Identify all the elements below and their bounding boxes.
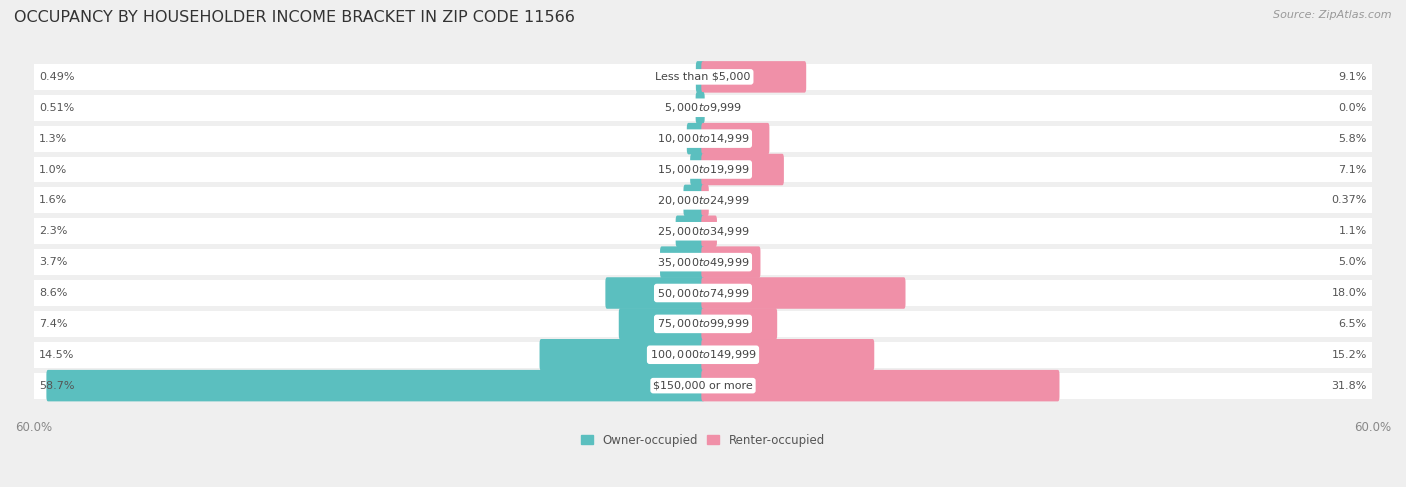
FancyBboxPatch shape [696, 61, 704, 93]
FancyBboxPatch shape [34, 218, 1372, 244]
Text: 8.6%: 8.6% [39, 288, 67, 298]
FancyBboxPatch shape [690, 154, 704, 185]
FancyBboxPatch shape [34, 187, 1372, 213]
FancyBboxPatch shape [683, 185, 704, 216]
Text: 14.5%: 14.5% [39, 350, 75, 360]
Text: 2.3%: 2.3% [39, 226, 67, 236]
Text: 1.6%: 1.6% [39, 195, 67, 206]
Text: $15,000 to $19,999: $15,000 to $19,999 [657, 163, 749, 176]
FancyBboxPatch shape [34, 342, 1372, 368]
Text: 0.49%: 0.49% [39, 72, 75, 82]
FancyBboxPatch shape [702, 216, 717, 247]
Text: 1.0%: 1.0% [39, 165, 67, 174]
Text: Source: ZipAtlas.com: Source: ZipAtlas.com [1274, 10, 1392, 20]
FancyBboxPatch shape [702, 185, 709, 216]
FancyBboxPatch shape [34, 126, 1372, 151]
Text: $10,000 to $14,999: $10,000 to $14,999 [657, 132, 749, 145]
Text: 15.2%: 15.2% [1331, 350, 1367, 360]
FancyBboxPatch shape [34, 280, 1372, 306]
FancyBboxPatch shape [46, 370, 704, 401]
FancyBboxPatch shape [702, 123, 769, 154]
FancyBboxPatch shape [34, 311, 1372, 337]
Text: 7.1%: 7.1% [1339, 165, 1367, 174]
Text: 0.0%: 0.0% [1339, 103, 1367, 113]
Text: 1.3%: 1.3% [39, 133, 67, 144]
Text: 6.5%: 6.5% [1339, 319, 1367, 329]
Text: $5,000 to $9,999: $5,000 to $9,999 [664, 101, 742, 114]
Text: 7.4%: 7.4% [39, 319, 67, 329]
FancyBboxPatch shape [676, 216, 704, 247]
Text: $35,000 to $49,999: $35,000 to $49,999 [657, 256, 749, 269]
FancyBboxPatch shape [702, 246, 761, 278]
Text: Less than $5,000: Less than $5,000 [655, 72, 751, 82]
Text: OCCUPANCY BY HOUSEHOLDER INCOME BRACKET IN ZIP CODE 11566: OCCUPANCY BY HOUSEHOLDER INCOME BRACKET … [14, 10, 575, 25]
Text: 9.1%: 9.1% [1339, 72, 1367, 82]
Text: 0.37%: 0.37% [1331, 195, 1367, 206]
Text: 31.8%: 31.8% [1331, 381, 1367, 391]
FancyBboxPatch shape [540, 339, 704, 371]
FancyBboxPatch shape [34, 373, 1372, 398]
Text: $100,000 to $149,999: $100,000 to $149,999 [650, 348, 756, 361]
Text: $25,000 to $34,999: $25,000 to $34,999 [657, 225, 749, 238]
Text: 3.7%: 3.7% [39, 257, 67, 267]
FancyBboxPatch shape [659, 246, 704, 278]
Text: $75,000 to $99,999: $75,000 to $99,999 [657, 318, 749, 330]
FancyBboxPatch shape [702, 339, 875, 371]
FancyBboxPatch shape [34, 95, 1372, 121]
Legend: Owner-occupied, Renter-occupied: Owner-occupied, Renter-occupied [576, 429, 830, 451]
Text: 5.0%: 5.0% [1339, 257, 1367, 267]
FancyBboxPatch shape [702, 61, 806, 93]
FancyBboxPatch shape [606, 277, 704, 309]
FancyBboxPatch shape [702, 370, 1060, 401]
Text: 18.0%: 18.0% [1331, 288, 1367, 298]
Text: $150,000 or more: $150,000 or more [654, 381, 752, 391]
FancyBboxPatch shape [696, 92, 704, 124]
Text: $20,000 to $24,999: $20,000 to $24,999 [657, 194, 749, 207]
Text: 5.8%: 5.8% [1339, 133, 1367, 144]
FancyBboxPatch shape [34, 64, 1372, 90]
Text: 1.1%: 1.1% [1339, 226, 1367, 236]
FancyBboxPatch shape [702, 277, 905, 309]
FancyBboxPatch shape [702, 308, 778, 339]
Text: $50,000 to $74,999: $50,000 to $74,999 [657, 286, 749, 300]
FancyBboxPatch shape [686, 123, 704, 154]
Text: 58.7%: 58.7% [39, 381, 75, 391]
FancyBboxPatch shape [702, 154, 785, 185]
FancyBboxPatch shape [34, 249, 1372, 275]
Text: 0.51%: 0.51% [39, 103, 75, 113]
FancyBboxPatch shape [34, 156, 1372, 183]
FancyBboxPatch shape [619, 308, 704, 339]
